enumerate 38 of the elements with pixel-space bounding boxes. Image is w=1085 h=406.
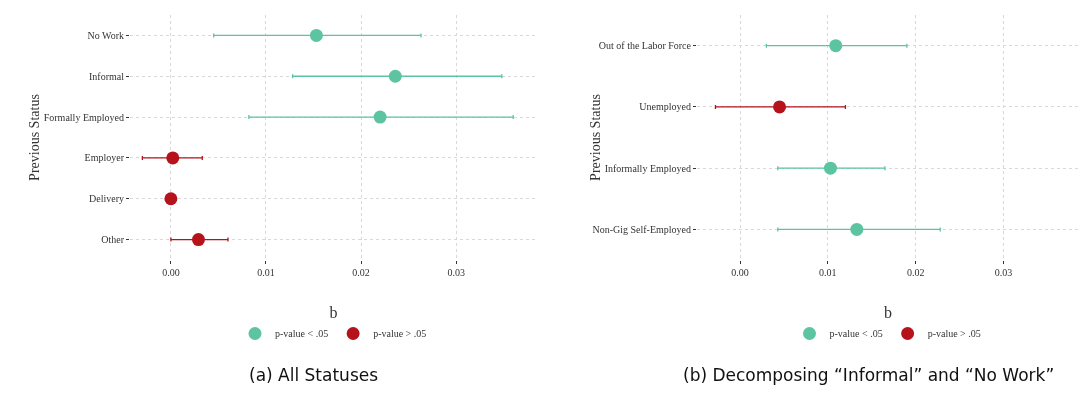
y-tick-label: Out of the Labor Force [598, 40, 692, 52]
x-tick-label: 0.03 [447, 267, 465, 278]
y-axis-title: Previous Status [26, 94, 42, 181]
y-tick-label: Informal [89, 70, 125, 82]
y-tick-label: Formally Employed [43, 111, 124, 123]
y-tick-label: Informally Employed [604, 162, 691, 174]
x-tick-label: 0.00 [162, 267, 180, 278]
x-tick-label: 0.02 [906, 267, 925, 278]
point [773, 100, 787, 114]
y-tick-label: Delivery [89, 193, 124, 205]
point [309, 28, 323, 42]
x-axis-title: b [884, 304, 892, 321]
legend-label: p-value < .05 [829, 328, 883, 340]
point [850, 222, 864, 236]
y-tick-label: Unemployed [639, 101, 691, 113]
point [191, 233, 205, 247]
text: (b) Decomposing “Informal” and “No Work” [683, 365, 1055, 385]
point [823, 161, 837, 175]
legend-label: p-value < .05 [275, 328, 329, 340]
point [166, 151, 180, 165]
point [829, 39, 843, 53]
y-tick-label: Other [101, 234, 125, 246]
y-tick-label: Employer [84, 152, 125, 164]
point [164, 192, 178, 206]
x-axis-title: b [329, 304, 338, 321]
x-tick-label: 0.00 [731, 267, 749, 278]
text: (a) All Statuses [249, 365, 379, 385]
point [388, 69, 402, 83]
point [373, 110, 387, 124]
y-tick-label: No Work [87, 29, 124, 41]
x-tick-label: 0.03 [994, 267, 1013, 278]
y-axis-title: Previous Status [587, 94, 603, 181]
x-tick-label: 0.02 [352, 267, 370, 278]
legend-label: p-value > .05 [373, 328, 427, 340]
x-tick-label: 0.01 [819, 267, 837, 278]
x-tick-label: 0.01 [257, 267, 275, 278]
y-tick-label: Non-Gig Self-Employed [592, 223, 691, 235]
legend-label: p-value > .05 [927, 328, 981, 340]
